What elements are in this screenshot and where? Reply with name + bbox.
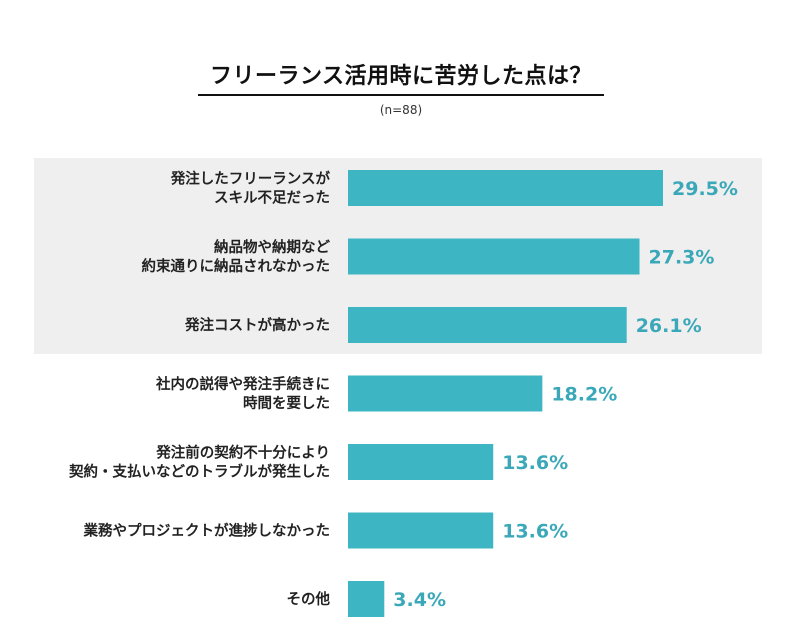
category-label-4-line-2: 時間を要した bbox=[243, 395, 330, 412]
bar-1 bbox=[348, 170, 663, 206]
bar-6 bbox=[348, 512, 494, 549]
category-label-5-line-2: 契約・支払いなどのトラブルが発生した bbox=[68, 463, 330, 481]
category-label-2-line-2: 約束通りに納品されなかった bbox=[142, 257, 331, 275]
chart-title: フリーランス活用時に苦労した点は？ bbox=[197, 58, 605, 96]
category-label-1-line-2: スキル不足だった bbox=[214, 190, 330, 207]
value-label-6: 13.6% bbox=[502, 521, 568, 543]
value-label-3: 26.1% bbox=[636, 315, 702, 337]
value-label-2: 27.3% bbox=[649, 247, 715, 269]
value-label-5: 13.6% bbox=[502, 452, 568, 474]
bar-5 bbox=[348, 444, 494, 480]
category-label-1-line-1: 発注したフリーランスが bbox=[170, 170, 331, 188]
category-label-6-line-1: 業務やプロジェクトが進捗しなかった bbox=[83, 522, 331, 540]
category-label-5-line-1: 発注前の契約不十分により bbox=[155, 444, 330, 462]
bar-3 bbox=[348, 307, 627, 343]
bar-4 bbox=[348, 375, 543, 412]
value-label-4: 18.2% bbox=[551, 384, 617, 406]
value-label-1: 29.5% bbox=[672, 178, 738, 200]
category-label-3-line-1: 発注コストが高かった bbox=[184, 316, 330, 334]
category-label-2-line-1: 納品物や納期など bbox=[214, 238, 330, 256]
category-label-4-line-1: 社内の説得や発注手続きに bbox=[155, 375, 330, 393]
chart-subtitle: (n=88) bbox=[379, 103, 423, 117]
bar-2 bbox=[348, 238, 640, 275]
category-label-7-line-1: その他 bbox=[287, 590, 331, 608]
bar-7 bbox=[348, 581, 385, 617]
value-label-7: 3.4% bbox=[393, 589, 446, 611]
